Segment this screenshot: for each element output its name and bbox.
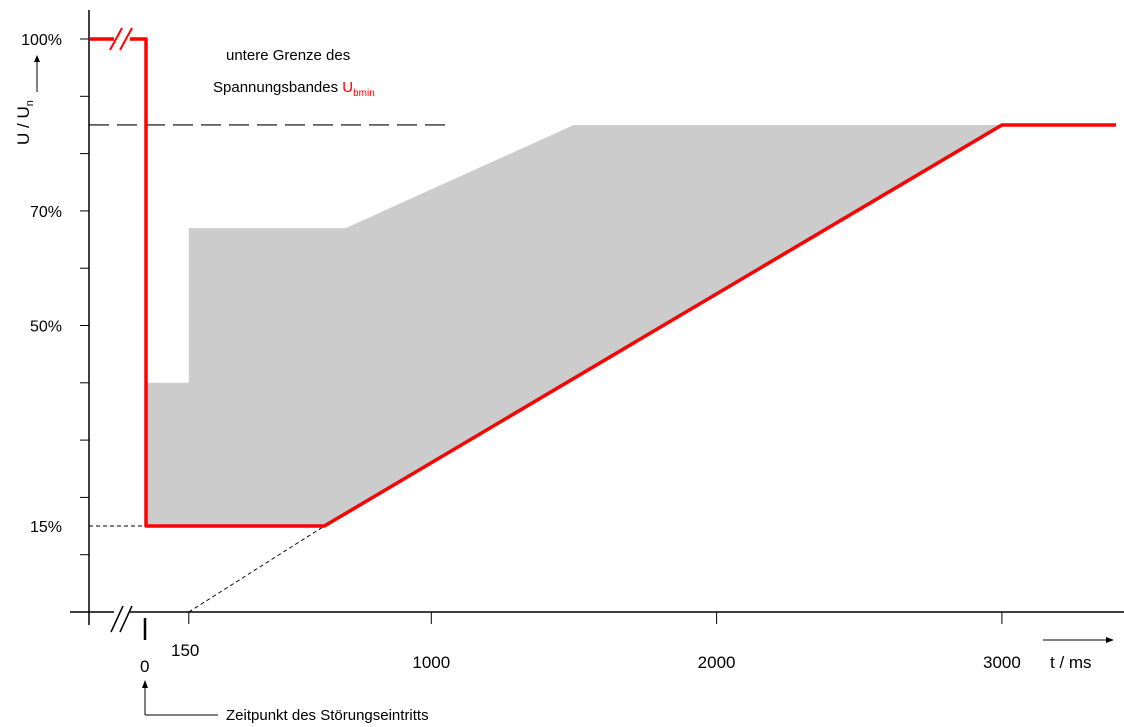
red-curve-line bbox=[89, 37, 1117, 528]
y-axis-title: U / Un bbox=[14, 55, 40, 145]
x-150-label: 150 bbox=[171, 641, 199, 660]
x-tick-label: 3000 bbox=[983, 653, 1021, 672]
y-tick-label: 100% bbox=[21, 32, 62, 49]
x-tick-label: 1000 bbox=[412, 653, 450, 672]
annotation-line1: untere Grenze des bbox=[226, 47, 350, 64]
y-tick-label: 15% bbox=[30, 519, 62, 536]
y-minor-ticks bbox=[80, 38, 89, 613]
y-axis-label: U / U bbox=[14, 106, 33, 145]
annotation-subscript: bmin bbox=[353, 88, 375, 99]
dashed-extension-line bbox=[188, 525, 325, 613]
x-tick-label: 2000 bbox=[698, 653, 736, 672]
footnote: Zeitpunkt des Störungseintritts bbox=[226, 707, 429, 724]
disturbance-marker: 0 Zeitpunkt des Störungseintritts bbox=[140, 618, 429, 724]
y-tick-label: 70% bbox=[30, 204, 62, 221]
y-tick-labels: 100% 70% 50% 15% bbox=[21, 32, 62, 536]
annotation: untere Grenze des Spannungsbandes Ubmin bbox=[213, 47, 375, 99]
x-ticks: 1000 2000 3000 bbox=[188, 612, 1021, 672]
axis-break-top-icon bbox=[109, 27, 133, 51]
annotation-line2: Spannungsbandes bbox=[213, 79, 342, 96]
y-axis-label-sub: n bbox=[24, 100, 36, 106]
svg-text:U / Un: U / Un bbox=[14, 100, 36, 145]
x-zero-label: 0 bbox=[140, 657, 149, 676]
x-axis-title: t / ms bbox=[1043, 637, 1114, 672]
x-axis-label: t / ms bbox=[1050, 653, 1092, 672]
axis-break-bottom-icon bbox=[110, 602, 133, 633]
annotation-symbol: U bbox=[342, 79, 353, 96]
y-tick-label: 50% bbox=[30, 319, 62, 336]
shaded-region bbox=[146, 124, 1002, 527]
svg-text:Spannungsbandes Ubmin: Spannungsbandes Ubmin bbox=[213, 79, 375, 99]
